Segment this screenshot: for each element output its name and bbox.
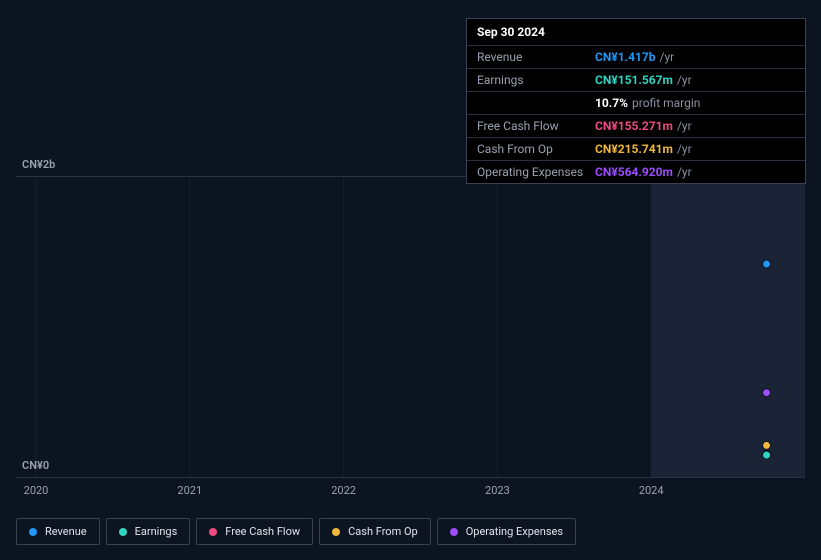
legend-item-operating-expenses[interactable]: Operating Expenses [437,518,576,545]
x-tick: 2023 [485,484,510,497]
tooltip-value-wrap: CN¥155.271m/yr [595,119,692,133]
tooltip-label: Earnings [477,73,595,87]
legend-item-earnings[interactable]: Earnings [106,518,191,545]
legend: Revenue Earnings Free Cash Flow Cash From O… [16,518,576,545]
tooltip-label: Revenue [477,50,595,64]
tooltip-value: CN¥215.741m [595,142,673,156]
legend-item-cash-from-op[interactable]: Cash From Op [319,518,431,545]
tooltip-row: 10.7% profit margin [467,91,805,114]
tooltip-row: Free Cash FlowCN¥155.271m/yr [467,114,805,137]
tooltip-unit: /yr [677,165,692,179]
tooltip-value-wrap: CN¥1.417b/yr [595,50,674,64]
tooltip-unit: /yr [677,142,692,156]
data-tooltip: Sep 30 2024 RevenueCN¥1.417b/yrEarningsC… [466,18,806,184]
tooltip-row: EarningsCN¥151.567m/yr [467,68,805,91]
legend-label: Operating Expenses [466,525,563,538]
tooltip-unit: /yr [660,50,675,64]
tooltip-value-wrap: CN¥564.920m/yr [595,165,692,179]
legend-dot-icon [450,528,458,536]
legend-label: Cash From Op [348,525,418,538]
x-tick: 2022 [331,484,356,497]
legend-dot-icon [119,528,127,536]
legend-label: Earnings [135,525,178,538]
x-tick: 2021 [177,484,202,497]
tooltip-value-wrap: 10.7% profit margin [595,96,700,110]
tooltip-unit: profit margin [632,96,700,110]
tooltip-value: CN¥564.920m [595,165,673,179]
x-tick: 2024 [639,484,664,497]
tooltip-value: CN¥1.417b [595,50,656,64]
tooltip-value-wrap: CN¥151.567m/yr [595,73,692,87]
tooltip-label: Cash From Op [477,142,595,156]
legend-label: Revenue [45,525,87,538]
tooltip-value: CN¥155.271m [595,119,673,133]
tooltip-value: 10.7% [595,96,628,110]
tooltip-row: Cash From OpCN¥215.741m/yr [467,137,805,160]
legend-dot-icon [332,528,340,536]
tooltip-label [477,96,595,110]
x-tick: 2020 [24,484,49,497]
plot-area[interactable] [16,176,805,478]
legend-item-revenue[interactable]: Revenue [16,518,100,545]
tooltip-row: Operating ExpensesCN¥564.920m/yr [467,160,805,183]
tooltip-label: Free Cash Flow [477,119,595,133]
legend-dot-icon [29,528,37,536]
y-axis-label-bottom: CN¥0 [22,459,49,472]
tooltip-label: Operating Expenses [477,165,595,179]
chart-container: Sep 30 2024 RevenueCN¥1.417b/yrEarningsC… [0,0,821,560]
tooltip-row: RevenueCN¥1.417b/yr [467,45,805,68]
legend-item-free-cash-flow[interactable]: Free Cash Flow [196,518,313,545]
tooltip-value-wrap: CN¥215.741m/yr [595,142,692,156]
legend-dot-icon [209,528,217,536]
tooltip-value: CN¥151.567m [595,73,673,87]
tooltip-unit: /yr [677,73,692,87]
tooltip-date: Sep 30 2024 [467,19,805,45]
y-axis-label-top: CN¥2b [22,158,55,171]
legend-label: Free Cash Flow [225,525,300,538]
tooltip-unit: /yr [677,119,692,133]
x-axis-ticks: 2020 2021 2022 2023 2024 [16,484,805,500]
